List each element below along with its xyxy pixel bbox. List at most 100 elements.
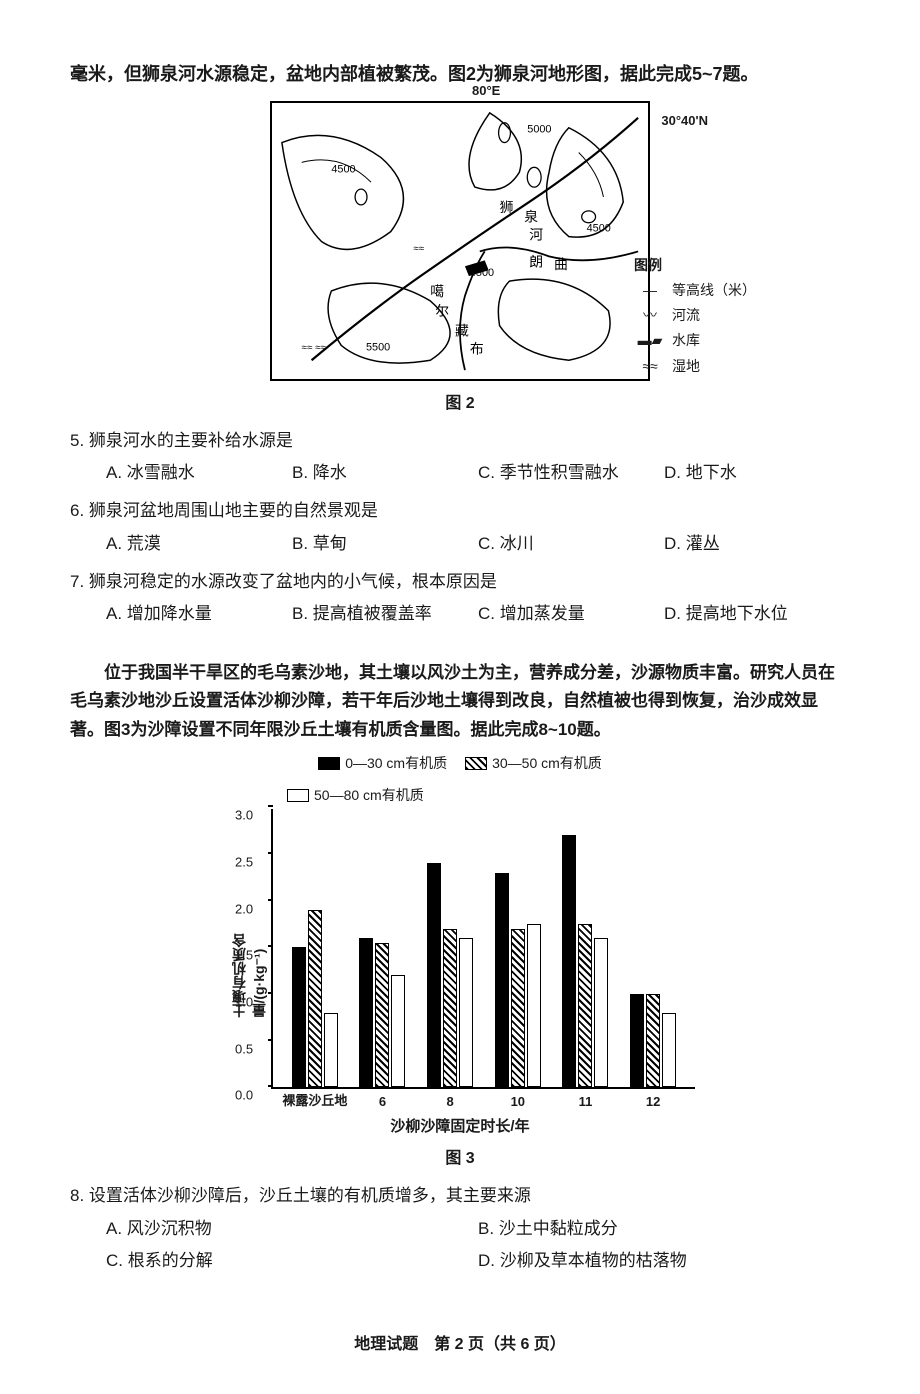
legend-text: 0—30 cm有机质: [345, 753, 447, 773]
q6-opt-a: A. 荒漠: [106, 528, 292, 560]
y-tick-label: 2.0: [235, 901, 253, 916]
bar: [308, 910, 322, 1087]
bar: [662, 1013, 676, 1088]
q5-opt-c: C. 季节性积雪融水: [478, 457, 664, 489]
page-footer: 地理试题 第 2 页（共 6 页）: [0, 1330, 920, 1354]
legend-icon-contour: —: [634, 278, 666, 303]
q-num: 6.: [70, 501, 84, 520]
svg-text:4500: 4500: [331, 163, 355, 175]
bar-group: 11: [562, 835, 608, 1087]
q-text: 狮泉河水的主要补给水源是: [89, 431, 293, 450]
y-tick-mark: [268, 852, 273, 854]
map-top-longitude: 80°E: [472, 83, 500, 98]
passage-8-10: 位于我国半干旱区的毛乌素沙地，其土壤以风沙土为主，营养成分差，沙源物质丰富。研究…: [70, 659, 850, 746]
q8-stem: 8. 设置活体沙柳沙障后，沙丘土壤的有机质增多，其主要来源: [70, 1180, 850, 1212]
legend-text: 50—80 cm有机质: [314, 785, 424, 805]
figure-3-caption: 图 3: [225, 1144, 695, 1168]
legend-item-contour: —等高线（米）: [634, 278, 756, 303]
x-category-label: 11: [579, 1094, 593, 1109]
svg-text:藏: 藏: [455, 322, 469, 338]
legend-icon-river: 〰: [634, 303, 666, 328]
bar: [646, 994, 660, 1087]
bar: [495, 873, 509, 1088]
q5-opt-a: A. 冰雪融水: [106, 457, 292, 489]
bar: [527, 924, 541, 1087]
q7-opt-d: D. 提高地下水位: [664, 598, 850, 630]
bar: [375, 943, 389, 1088]
y-tick-mark: [268, 1039, 273, 1041]
intro-text: 毫米，但狮泉河水源稳定，盆地内部植被繁茂。图2为狮泉河地形图，据此完成5~7题。: [70, 60, 850, 89]
map-legend: 图例 —等高线（米） 〰河流 ▬▰水库 ≈≈湿地: [634, 253, 756, 379]
q8-opt-b: B. 沙土中黏粒成分: [478, 1213, 850, 1245]
swatch-white: [287, 789, 309, 802]
legend-icon-wetland: ≈≈: [634, 354, 666, 379]
q8-opt-d: D. 沙柳及草本植物的枯落物: [478, 1245, 850, 1277]
q-num: 7.: [70, 572, 84, 591]
bar-group: 10: [495, 873, 541, 1088]
q6-stem: 6. 狮泉河盆地周围山地主要的自然景观是: [70, 495, 850, 527]
svg-text:朗: 朗: [529, 253, 543, 269]
svg-text:泉: 泉: [524, 209, 538, 225]
bars-row: 裸露沙丘地68101112: [273, 809, 695, 1087]
legend-text: 30—50 cm有机质: [492, 753, 602, 773]
legend-title: 图例: [634, 253, 756, 278]
svg-text:4500: 4500: [587, 222, 611, 234]
legend-label: 河流: [672, 303, 700, 328]
figure-3-container: 0—30 cm有机质 30—50 cm有机质 50—80 cm有机质 土壤有机质…: [225, 753, 695, 1168]
q5-opt-d: D. 地下水: [664, 457, 850, 489]
svg-text:5000: 5000: [527, 123, 551, 135]
questions-8: 8. 设置活体沙柳沙障后，沙丘土壤的有机质增多，其主要来源 A. 风沙沉积物 B…: [70, 1180, 850, 1277]
y-tick-label: 0.0: [235, 1088, 253, 1103]
x-category-label: 12: [646, 1094, 660, 1109]
q5-opt-b: B. 降水: [292, 457, 478, 489]
svg-text:5500: 5500: [366, 341, 390, 353]
q6-opt-d: D. 灌丛: [664, 528, 850, 560]
x-category-label: 裸露沙丘地: [282, 1090, 347, 1109]
svg-text:尔: 尔: [435, 303, 449, 319]
map-box: 80°E 30°40'N 4500 5000 4500 4500 5500 狮 …: [270, 101, 650, 381]
q7-opt-c: C. 增加蒸发量: [478, 598, 664, 630]
bar: [511, 929, 525, 1088]
bar: [459, 938, 473, 1087]
legend-item-wetland: ≈≈湿地: [634, 354, 756, 379]
svg-text:≈≈: ≈≈: [413, 243, 424, 254]
figure-2-caption: 图 2: [220, 389, 700, 413]
y-tick-label: 1.0: [235, 994, 253, 1009]
questions-5-7: 5. 狮泉河水的主要补给水源是 A. 冰雪融水 B. 降水 C. 季节性积雪融水…: [70, 425, 850, 631]
q6-opt-c: C. 冰川: [478, 528, 664, 560]
q-num: 5.: [70, 431, 84, 450]
map-svg: 4500 5000 4500 4500 5500 狮 泉 河 朗 曲 噶 尔 藏…: [272, 103, 648, 380]
q8-opt-c: C. 根系的分解: [106, 1245, 478, 1277]
q5-options: A. 冰雪融水 B. 降水 C. 季节性积雪融水 D. 地下水: [70, 457, 850, 489]
bar-group: 8: [427, 863, 473, 1087]
bar: [359, 938, 373, 1087]
legend-30-50: 30—50 cm有机质: [465, 753, 602, 773]
q8-opt-a: A. 风沙沉积物: [106, 1213, 478, 1245]
q7-opt-a: A. 增加降水量: [106, 598, 292, 630]
swatch-black: [318, 757, 340, 770]
x-category-label: 10: [511, 1094, 525, 1109]
q-text: 设置活体沙柳沙障后，沙丘土壤的有机质增多，其主要来源: [89, 1186, 531, 1205]
legend-0-30: 0—30 cm有机质: [318, 753, 447, 773]
q7-stem: 7. 狮泉河稳定的水源改变了盆地内的小气候，根本原因是: [70, 566, 850, 598]
legend-50-80: 50—80 cm有机质: [225, 785, 695, 805]
bar: [578, 924, 592, 1087]
bar-group: 裸露沙丘地: [292, 910, 338, 1087]
svg-text:≈≈ ≈≈: ≈≈ ≈≈: [302, 342, 327, 353]
x-category-label: 8: [447, 1094, 454, 1109]
bar: [443, 929, 457, 1088]
bar: [427, 863, 441, 1087]
y-tick-mark: [268, 945, 273, 947]
svg-text:河: 河: [529, 226, 543, 242]
y-tick-mark: [268, 899, 273, 901]
svg-text:噶: 噶: [430, 283, 444, 299]
bar: [292, 947, 306, 1087]
bar-group: 12: [630, 994, 676, 1087]
legend-label: 湿地: [672, 354, 700, 379]
map-right-latitude: 30°40'N: [661, 113, 708, 128]
y-tick-label: 3.0: [235, 808, 253, 823]
x-category-label: 6: [379, 1094, 386, 1109]
y-tick-mark: [268, 1085, 273, 1087]
q6-opt-b: B. 草甸: [292, 528, 478, 560]
q5-stem: 5. 狮泉河水的主要补给水源是: [70, 425, 850, 457]
